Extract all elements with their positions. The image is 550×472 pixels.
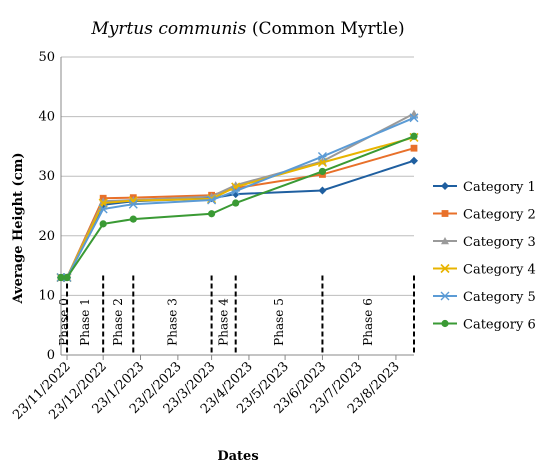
legend-label: Category 1 [463,180,536,195]
grid [61,56,414,296]
y-tick-label: 0 [47,348,55,363]
legend-item: Category 6 [433,318,536,333]
legend-label: Category 5 [463,290,536,305]
series-line [61,147,415,279]
data-point [231,186,241,196]
data-point [57,273,65,282]
y-tick-label: 20 [38,229,55,244]
data-point [440,291,450,301]
y-axis-title: Average Height (cm) [11,152,26,304]
data-point [207,194,217,204]
data-point [440,263,450,274]
legend-label: Category 2 [463,208,536,223]
data-point [99,220,107,228]
data-point [409,113,419,123]
series-2 [57,144,418,281]
phase-label: Phase 2 [111,298,125,346]
chart-title-part-common: (Common Myrtle) [246,19,404,39]
data-point [129,215,137,223]
data-point [441,237,449,245]
y-tick-label: 30 [38,169,55,184]
data-point [410,144,418,152]
series-5 [56,113,419,283]
data-point [441,182,449,190]
y-tick-label: 50 [38,50,55,65]
data-point [441,319,449,328]
data-point [63,273,71,282]
data-point [318,167,327,176]
data-point [207,195,217,205]
axes: 0102030405023/11/202223/12/202223/1/2023… [10,50,414,423]
data-point [318,186,327,195]
data-point [317,152,327,162]
legend-item: Category 3 [433,235,536,250]
legend-label: Category 3 [463,235,536,250]
legend-label: Category 4 [463,263,536,278]
series-lines [56,109,419,283]
phase-boundaries: Phase 0 Phase 1 Phase 2 Phase 3 Phase 4 Phase… [57,275,415,355]
data-point [410,132,418,140]
phase-label: Phase 6 [361,298,375,346]
legend-item: Category 2 [433,208,536,223]
series-line [61,116,415,279]
phase-label: Phase 1 [78,298,92,346]
legend-label: Category 6 [463,318,536,333]
phase-label: Phase 5 [272,298,286,346]
x-axis-title: Dates [217,449,258,464]
series-1 [57,156,418,282]
data-point [410,156,418,165]
series-6 [57,132,418,282]
legend-item: Category 1 [433,180,536,195]
legend: Category 1 Category 2 Category 3 Category 4… [433,180,536,333]
phase-label: Phase 0 [57,298,71,346]
y-tick-label: 40 [38,110,55,125]
data-point [128,199,138,209]
phase-label: Phase 4 [217,298,231,346]
data-point [441,210,449,217]
chart-title-part-species: Myrtus communis [90,19,246,39]
data-point [207,210,216,218]
phase-label: Phase 3 [165,298,179,346]
series-line [61,159,415,279]
data-point [98,204,108,214]
series-line [61,135,415,279]
legend-item: Category 4 [433,263,536,278]
data-point [232,199,240,207]
y-tick-label: 10 [38,288,55,303]
chart-title: Myrtus communis (Common Myrtle) [90,19,404,39]
legend-item: Category 5 [433,290,536,305]
